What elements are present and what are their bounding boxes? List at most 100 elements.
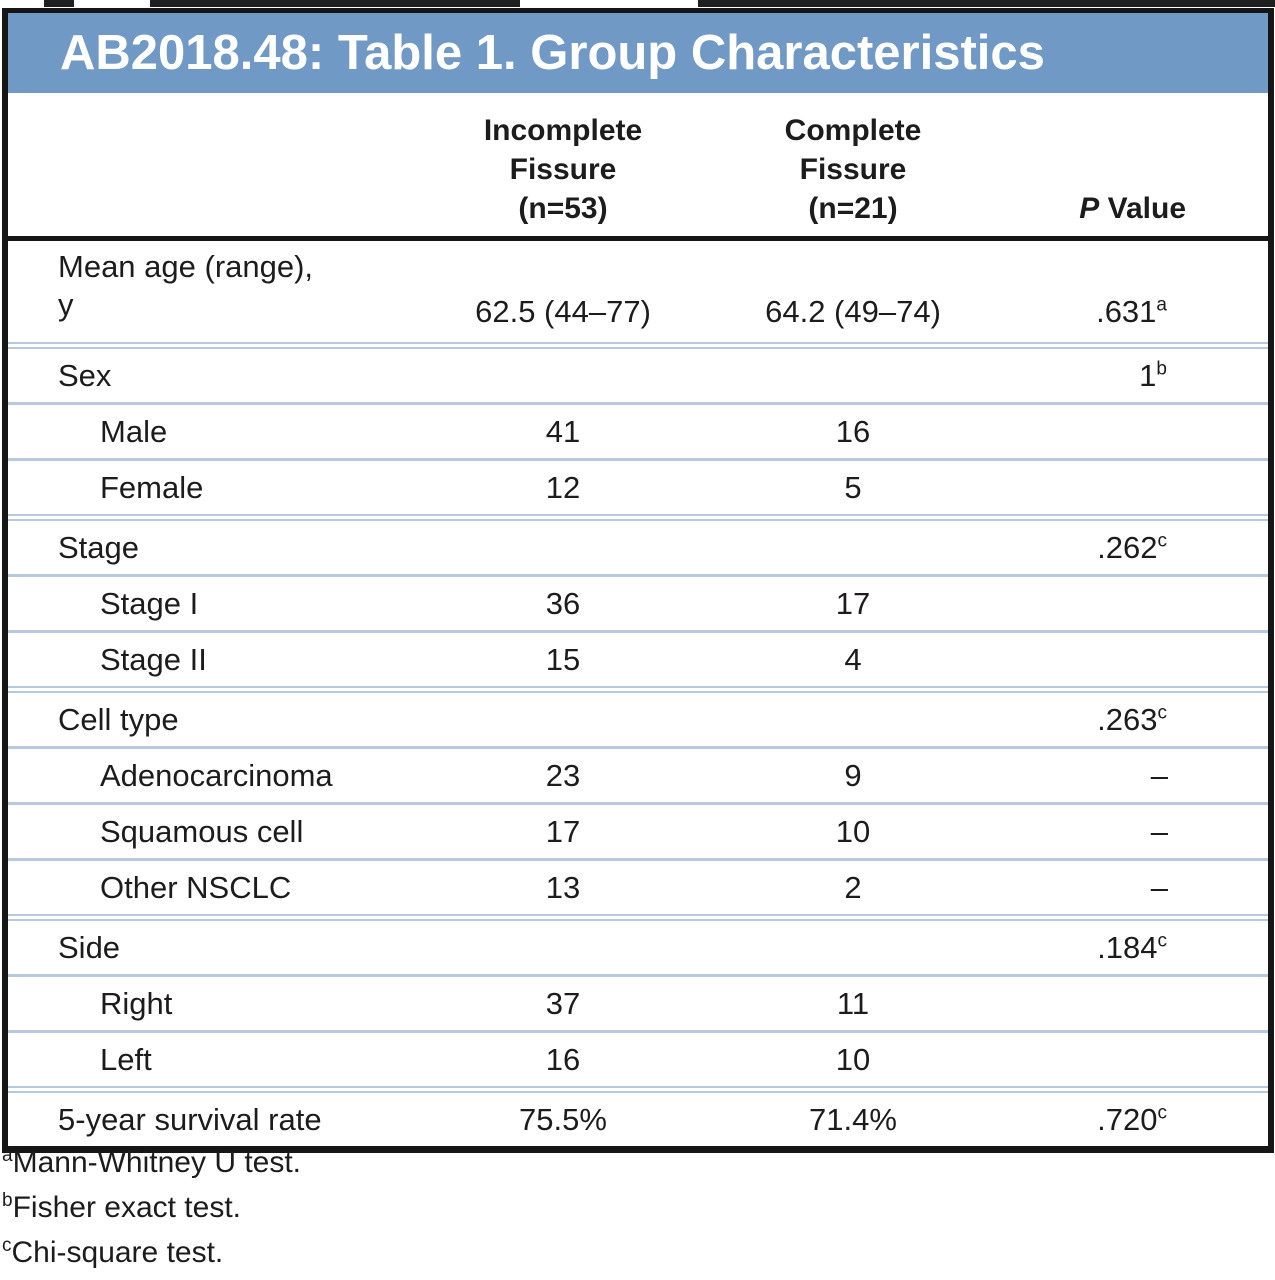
p-value-cell: – <box>998 746 1268 804</box>
footnote: cChi-square test. <box>2 1230 301 1275</box>
row-label-cell: Cell type <box>8 686 418 748</box>
p-value: .184 <box>1097 929 1158 965</box>
p-value: 1 <box>1139 357 1157 393</box>
table-row: 5-year survival rate 75.5% 71.4% .720c <box>8 1086 1268 1146</box>
p-value: .263 <box>1097 701 1158 737</box>
table-row: Stage .262c <box>8 514 1268 576</box>
column-header-p-value: P Value <box>998 93 1268 241</box>
row-label-cell: Squamous cell <box>8 802 418 860</box>
table-header: Incomplete Fissure (n=53) Complete Fissu… <box>8 93 1268 241</box>
incomplete-value-cell: 41 <box>418 402 708 460</box>
scan-artifact <box>44 0 74 7</box>
table-row: Female 12 5 <box>8 458 1268 518</box>
complete-value-cell: 17 <box>708 574 998 632</box>
incomplete-value-cell: 75.5% <box>418 1086 708 1146</box>
p-value-cell <box>998 1030 1268 1090</box>
complete-value-cell <box>708 686 998 748</box>
table-row: Stage I 36 17 <box>8 574 1268 632</box>
table-title-bar: AB2018.48: Table 1. Group Characteristic… <box>8 13 1268 93</box>
complete-value-cell: 10 <box>708 802 998 860</box>
footnote: aMann-Whitney U test. <box>2 1140 301 1185</box>
p-value-cell: .184c <box>998 914 1268 976</box>
incomplete-value-cell: 23 <box>418 746 708 804</box>
footnote-text: Mann-Whitney U test. <box>12 1146 302 1179</box>
complete-value-cell: 2 <box>708 858 998 918</box>
table-frame: AB2018.48: Table 1. Group Characteristic… <box>2 8 1274 1153</box>
incomplete-value-cell: 36 <box>418 574 708 632</box>
p-value: .720 <box>1097 1101 1158 1137</box>
p-value: – <box>1150 813 1168 849</box>
header-row: Incomplete Fissure (n=53) Complete Fissu… <box>8 93 1268 241</box>
row-label-cell: Stage II <box>8 630 418 690</box>
row-label-cell: Male <box>8 402 418 460</box>
row-label-cell: Female <box>8 458 418 518</box>
footnotes: aMann-Whitney U test. bFisher exact test… <box>2 1140 301 1275</box>
incomplete-value-cell: 12 <box>418 458 708 518</box>
row-label-cell: Stage I <box>8 574 418 632</box>
column-header-incomplete-fissure: Incomplete Fissure (n=53) <box>418 93 708 241</box>
p-value-cell: .262c <box>998 514 1268 576</box>
p-value-cell: .263c <box>998 686 1268 748</box>
p-footnote-marker: c <box>1157 702 1168 724</box>
complete-value-cell: 5 <box>708 458 998 518</box>
p-value-cell: – <box>998 858 1268 918</box>
incomplete-value-cell: 13 <box>418 858 708 918</box>
p-footnote-marker: c <box>1157 930 1168 952</box>
footnote: bFisher exact test. <box>2 1185 301 1230</box>
footnote-marker: c <box>2 1235 12 1256</box>
p-value-cell <box>998 402 1268 460</box>
table-row: Cell type .263c <box>8 686 1268 748</box>
p-value-cell: .631a <box>998 239 1268 346</box>
scan-artifact <box>698 0 1275 7</box>
complete-value-cell: 71.4% <box>708 1086 998 1146</box>
complete-value-cell: 16 <box>708 402 998 460</box>
p-value: – <box>1150 757 1168 793</box>
incomplete-value-cell <box>418 514 708 576</box>
complete-value-cell: 9 <box>708 746 998 804</box>
table-row: Left 16 10 <box>8 1030 1268 1090</box>
incomplete-value-cell <box>418 686 708 748</box>
table-row: Other NSCLC 13 2 – <box>8 858 1268 918</box>
row-label-cell: Left <box>8 1030 418 1090</box>
footnote-text: Fisher exact test. <box>12 1191 241 1224</box>
complete-value-cell: 11 <box>708 974 998 1032</box>
table-row: Male 41 16 <box>8 402 1268 460</box>
row-label-cell: Right <box>8 974 418 1032</box>
row-label-cell: Adenocarcinoma <box>8 746 418 804</box>
p-italic: P <box>1079 192 1100 225</box>
table-row: Adenocarcinoma 23 9 – <box>8 746 1268 804</box>
incomplete-value-cell <box>418 914 708 976</box>
p-value-cell: 1b <box>998 342 1268 404</box>
p-value-cell <box>998 630 1268 690</box>
p-footnote-marker: c <box>1157 1102 1168 1124</box>
footnote-marker: b <box>2 1190 13 1211</box>
table-row: Side .184c <box>8 914 1268 976</box>
complete-value-cell <box>708 914 998 976</box>
p-value-label: Value <box>1099 192 1186 225</box>
table-row: Mean age (range), y 62.5 (44–77) 64.2 (4… <box>8 239 1268 346</box>
incomplete-value-cell: 15 <box>418 630 708 690</box>
p-value-cell <box>998 574 1268 632</box>
row-label-cell: Mean age (range), y <box>58 249 314 322</box>
incomplete-value-cell: 62.5 (44–77) <box>475 294 651 329</box>
footnote-marker: a <box>2 1145 13 1166</box>
scan-artifact <box>150 0 520 7</box>
p-value-cell: .720c <box>998 1086 1268 1146</box>
complete-value-cell <box>708 342 998 404</box>
incomplete-value-cell <box>418 342 708 404</box>
row-label-cell: Sex <box>8 342 418 404</box>
table-body: Mean age (range), y 62.5 (44–77) 64.2 (4… <box>8 239 1268 1146</box>
incomplete-value-cell: 16 <box>418 1030 708 1090</box>
row-label-cell: 5-year survival rate <box>8 1086 418 1146</box>
p-value: .262 <box>1097 529 1158 565</box>
column-header-complete-fissure: Complete Fissure (n=21) <box>708 93 998 241</box>
p-value-cell <box>998 458 1268 518</box>
complete-value-cell <box>708 514 998 576</box>
header-empty-cell <box>8 93 418 241</box>
p-footnote-marker: c <box>1157 530 1168 552</box>
characteristics-table: Incomplete Fissure (n=53) Complete Fissu… <box>8 93 1268 1146</box>
table-row: Sex 1b <box>8 342 1268 404</box>
p-value-cell <box>998 974 1268 1032</box>
p-value-cell: – <box>998 802 1268 860</box>
